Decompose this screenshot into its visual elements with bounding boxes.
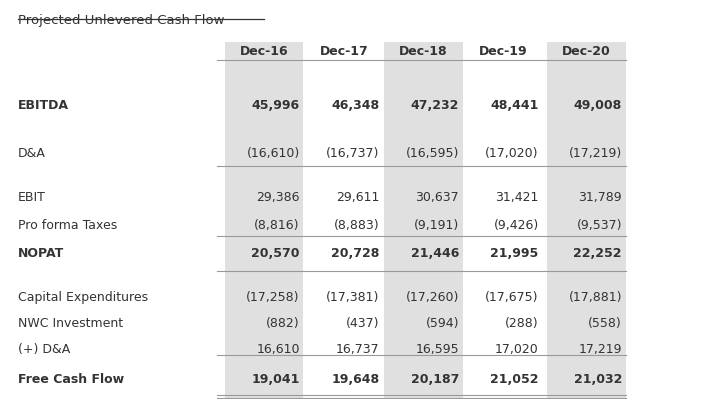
Text: 21,052: 21,052	[490, 373, 539, 386]
Text: 19,648: 19,648	[332, 373, 379, 386]
Text: (16,737): (16,737)	[326, 147, 379, 160]
Text: Pro forma Taxes: Pro forma Taxes	[18, 219, 117, 232]
Text: (17,260): (17,260)	[405, 291, 459, 304]
Text: 20,187: 20,187	[411, 373, 459, 386]
Text: (9,191): (9,191)	[414, 219, 459, 232]
Text: 22,252: 22,252	[573, 247, 622, 260]
Text: Dec-19: Dec-19	[479, 45, 528, 58]
Text: D&A: D&A	[18, 147, 46, 160]
Text: 20,570: 20,570	[251, 247, 300, 260]
Text: 46,348: 46,348	[332, 99, 379, 112]
Text: (17,219): (17,219)	[568, 147, 622, 160]
Text: NWC Investment: NWC Investment	[18, 317, 123, 330]
Text: (9,426): (9,426)	[493, 219, 539, 232]
Text: Projected Unlevered Cash Flow: Projected Unlevered Cash Flow	[18, 14, 224, 27]
Text: 31,421: 31,421	[495, 191, 539, 204]
Text: 31,789: 31,789	[578, 191, 622, 204]
Text: (16,610): (16,610)	[246, 147, 300, 160]
Text: Free Cash Flow: Free Cash Flow	[18, 373, 125, 386]
Text: (8,816): (8,816)	[254, 219, 300, 232]
Text: 16,610: 16,610	[256, 343, 300, 356]
Text: (17,258): (17,258)	[246, 291, 300, 304]
Text: (17,020): (17,020)	[485, 147, 539, 160]
Text: (288): (288)	[505, 317, 539, 330]
Text: 16,737: 16,737	[336, 343, 379, 356]
Text: 19,041: 19,041	[251, 373, 300, 386]
Text: (9,537): (9,537)	[576, 219, 622, 232]
Text: Capital Expenditures: Capital Expenditures	[18, 291, 148, 304]
Text: 21,446: 21,446	[411, 247, 459, 260]
Text: (17,675): (17,675)	[485, 291, 539, 304]
Text: 21,995: 21,995	[490, 247, 539, 260]
Text: 47,232: 47,232	[411, 99, 459, 112]
Text: EBITDA: EBITDA	[18, 99, 69, 112]
Text: (+) D&A: (+) D&A	[18, 343, 70, 356]
Text: 21,032: 21,032	[573, 373, 622, 386]
Text: 30,637: 30,637	[416, 191, 459, 204]
Text: 20,728: 20,728	[331, 247, 379, 260]
Text: (17,381): (17,381)	[326, 291, 379, 304]
Text: NOPAT: NOPAT	[18, 247, 64, 260]
Text: (882): (882)	[266, 317, 300, 330]
Text: Dec-18: Dec-18	[399, 45, 448, 58]
Text: 29,386: 29,386	[256, 191, 300, 204]
Text: 29,611: 29,611	[336, 191, 379, 204]
Text: Dec-20: Dec-20	[562, 45, 611, 58]
Text: 49,008: 49,008	[573, 99, 622, 112]
Text: 17,219: 17,219	[578, 343, 622, 356]
Text: EBIT: EBIT	[18, 191, 46, 204]
Text: (437): (437)	[346, 317, 379, 330]
Text: (16,595): (16,595)	[405, 147, 459, 160]
Text: (594): (594)	[426, 317, 459, 330]
Text: 45,996: 45,996	[252, 99, 300, 112]
Text: (8,883): (8,883)	[334, 219, 379, 232]
Text: (558): (558)	[588, 317, 622, 330]
Text: Dec-16: Dec-16	[240, 45, 289, 58]
Text: Dec-17: Dec-17	[319, 45, 369, 58]
Text: 16,595: 16,595	[416, 343, 459, 356]
Text: 48,441: 48,441	[490, 99, 539, 112]
Text: (17,881): (17,881)	[568, 291, 622, 304]
Text: 17,020: 17,020	[495, 343, 539, 356]
